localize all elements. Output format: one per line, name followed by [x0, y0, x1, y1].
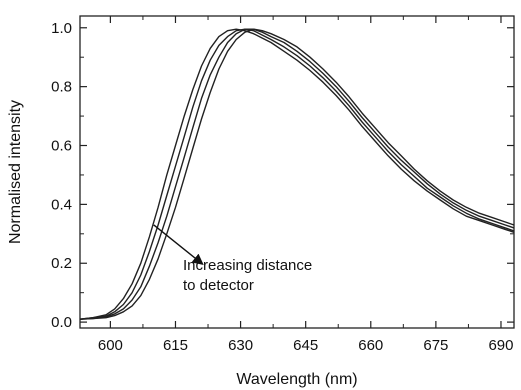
annotation: Increasing distance to detector: [153, 224, 312, 294]
series-line-3: [79, 28, 515, 320]
series-line-2: [79, 28, 515, 320]
y-tick-label: 0.2: [51, 255, 72, 272]
y-tick-label: 0.0: [51, 314, 72, 331]
x-tick-label: 600: [98, 337, 123, 354]
tick-labels: 600 615 630 645 660 675 690 0.0 0.2 0.4 0.6 0.8 1.0: [51, 20, 513, 354]
y-tick-label: 0.4: [51, 196, 72, 213]
tick-marks: [80, 16, 514, 328]
y-tick-label: 0.8: [51, 79, 72, 96]
x-tick-label: 660: [358, 337, 383, 354]
y-tick-label: 1.0: [51, 20, 72, 37]
series-line-1: [79, 28, 515, 320]
plot-frame: [79, 15, 515, 329]
annotation-arrow: [153, 224, 204, 265]
x-tick-label: 615: [163, 337, 188, 354]
x-tick-label: 675: [423, 337, 448, 354]
series-line-4: [79, 28, 515, 320]
x-axis-label: Wavelength (nm): [236, 371, 357, 388]
annotation-line-1: Increasing distance: [183, 257, 312, 274]
y-tick-label: 0.6: [51, 138, 72, 155]
series-layer: [79, 28, 515, 320]
x-tick-label: 645: [293, 337, 318, 354]
y-axis-label: Normalised intensity: [7, 100, 24, 244]
x-tick-label: 690: [488, 337, 513, 354]
annotation-line-2: to detector: [183, 277, 254, 294]
x-tick-label: 630: [228, 337, 253, 354]
